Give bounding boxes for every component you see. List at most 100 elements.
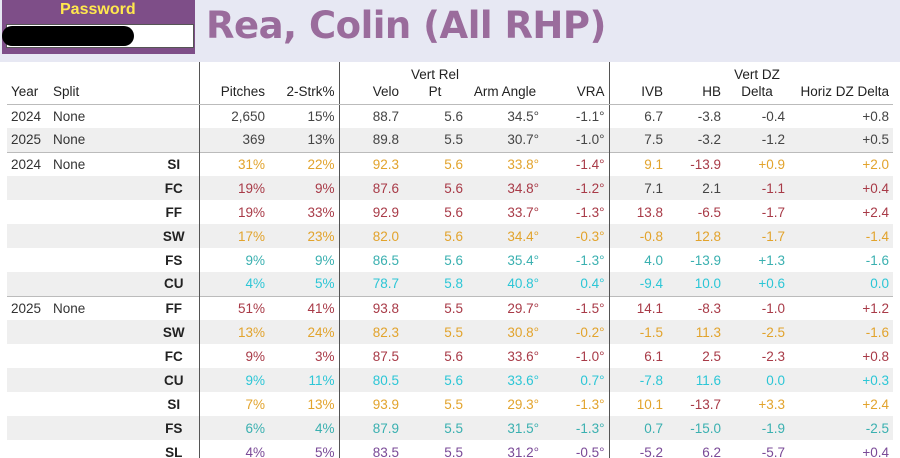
split-cell: None [53,108,86,124]
two-strike-pct-cell: 22% [269,151,339,176]
col-pitch-type-header[interactable] [149,62,199,105]
pitch-type-cell: CU [149,368,199,392]
col-vert-rel-pt-header[interactable]: Vert Rel Pt [403,62,467,105]
hb-cell: 11.3 [667,320,725,344]
two-strike-pct-cell: 9% [269,176,339,200]
vert-dz-delta-cell: +1.3 [758,252,785,268]
vert-rel-pt-cell: 5.5 [403,128,467,152]
vert-rel-pt-cell: 5.6 [444,348,463,364]
vert-rel-pt-cell: 5.6 [444,108,463,124]
vra-cell: -1.3° [575,204,605,220]
vert-dz-delta-cell: -0.4 [761,108,785,124]
year-cell [7,416,49,440]
arm-angle-cell: 33.7° [507,204,539,220]
year-cell [7,344,49,368]
pitches-cell: 9% [198,344,269,368]
split-cell: None [49,295,149,320]
split-cell [49,224,149,248]
pitches-cell: 6% [198,416,269,440]
col-ivb-header[interactable]: IVB [608,62,667,105]
horiz-dz-delta-cell: -1.6 [789,320,893,344]
arm-angle-cell: 34.8° [467,176,543,200]
horiz-dz-delta-cell: +0.3 [789,368,893,392]
velo-cell: 92.9 [338,200,403,224]
col-velo-header[interactable]: Velo [338,62,403,105]
table-row: FF 19% 33% 92.9 5.6 33.7° -1.3° 13.8 -6.5 -1.7 +2.… [7,200,893,224]
pitches-cell: 2,650 [198,104,269,128]
pitch-type-cell: SI [167,396,181,412]
vra-cell: -0.2° [543,320,609,344]
velo-cell: 87.9 [338,416,403,440]
horiz-dz-delta-cell: +2.4 [862,204,889,220]
pitches-cell: 51% [198,295,269,320]
velo-cell: 80.5 [338,368,403,392]
pitch-type-cell: CU [149,272,199,296]
col-hb-header[interactable]: HB [667,62,725,105]
year-cell [7,392,49,416]
col-vra-header[interactable]: VRA [543,62,609,105]
velo-cell: 87.6 [338,176,403,200]
split-cell [49,248,149,272]
arm-angle-cell: 34.5° [507,108,539,124]
vert-dz-delta-cell: 0.0 [725,368,789,392]
year-cell: 2025 [7,128,49,152]
page-title: Rea, Colin (All RHP) [206,4,606,47]
col-arm-angle-header[interactable]: Arm Angle [467,62,543,105]
arm-angle-cell: 34.4° [467,224,543,248]
vert-dz-delta-cell: -2.5 [725,320,789,344]
two-strike-pct-cell: 3% [314,348,335,364]
horiz-dz-delta-cell: +0.4 [862,444,889,458]
vra-cell: -1.2° [543,176,609,200]
pitch-type-cell: SI [149,151,199,176]
vert-rel-pt-cell: 5.6 [403,224,467,248]
two-strike-pct-cell: 13% [269,128,339,152]
vert-dz-delta-cell: -1.9 [725,416,789,440]
vra-cell: -0.5° [575,444,605,458]
vra-cell: -1.3° [543,416,609,440]
ivb-cell: 14.1 [608,295,667,320]
pitch-type-cell: FS [165,252,183,268]
year-cell [7,176,49,200]
vert-rel-pt-cell: 5.5 [403,416,467,440]
vra-cell: -0.3° [543,224,609,248]
horiz-dz-delta-cell: +1.2 [789,295,893,320]
ivb-cell: -0.8 [608,224,667,248]
vra-cell: -1.0° [543,128,609,152]
arm-angle-cell: 30.8° [467,320,543,344]
table-row: CU 9% 11% 80.5 5.6 33.6° 0.7° -7.8 11.6 0.0 +0.3 [7,368,893,392]
vert-dz-delta-cell: +0.6 [725,272,789,296]
year-cell: 2025 [7,295,49,320]
redaction-mark [2,26,134,46]
pitch-type-cell [149,104,199,128]
two-strike-pct-cell: 4% [269,416,339,440]
arm-angle-cell: 33.6° [507,348,539,364]
col-pitches-header[interactable]: Pitches [198,62,269,105]
col-split-header[interactable]: Split [49,62,149,105]
vert-dz-delta-cell: +0.9 [725,151,789,176]
table-header-row: Year Split Pitches 2-Strk% Velo Vert Rel Pt Ar… [7,62,893,105]
year-cell: 2024 [7,151,49,176]
vert-rel-pt-cell: 5.5 [444,396,463,412]
velo-cell: 89.8 [338,128,403,152]
pitches-cell: 7% [198,392,269,416]
vert-dz-delta-cell: -1.7 [725,224,789,248]
ivb-cell: 13.8 [608,200,667,224]
col-two-strike-pct-header[interactable]: 2-Strk% [269,62,339,105]
col-horiz-dz-delta-header[interactable]: Horiz DZ Delta [789,62,893,105]
table-row: 2025 None FF 51% 41% 93.8 5.5 29.7° -1.5° 14.1 -8.… [7,295,893,320]
col-year-header[interactable]: Year [7,62,49,105]
two-strike-pct-cell: 33% [307,204,335,220]
table-row: FS 6% 4% 87.9 5.5 31.5° -1.3° 0.7 -15.0 -1.9 -2.5 [7,416,893,440]
table-row: SI 7% 13% 93.9 5.5 29.3° -1.3° 10.1 -13.7 +3.3 +2.… [7,392,893,416]
col-vert-dz-delta-header[interactable]: Vert DZ Delta [725,62,789,105]
horiz-dz-delta-cell: +0.8 [862,348,889,364]
velo-cell: 87.5 [338,344,403,368]
stats-table-container: Year Split Pitches 2-Strk% Velo Vert Rel Pt Ar… [7,62,893,458]
horiz-dz-delta-cell: -1.6 [865,252,889,268]
table-row: SL 4% 5% 83.5 5.5 31.2° -0.5° -5.2 6.2 -5.7 +0.4 [7,440,893,458]
hb-cell: 6.2 [702,444,721,458]
pitches-cell: 19% [198,200,269,224]
vra-cell: -1.3° [575,396,605,412]
horiz-dz-delta-cell: -2.5 [789,416,893,440]
vra-cell: 0.7° [543,368,609,392]
